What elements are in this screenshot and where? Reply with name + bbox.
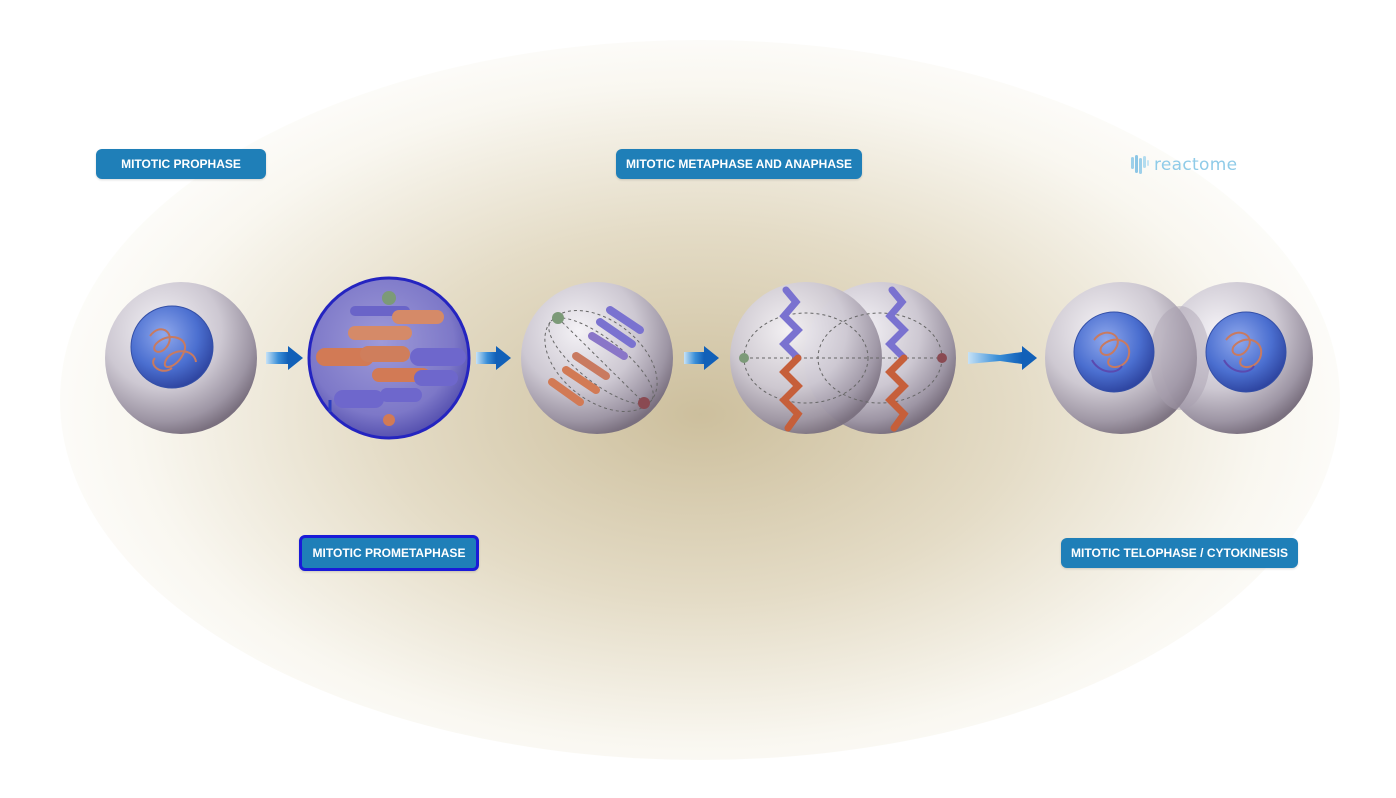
stage-label-prophase[interactable]: MITOTIC PROPHASE (96, 149, 266, 179)
stage-label-prometaphase[interactable]: MITOTIC PROMETAPHASE (299, 535, 479, 571)
prometaphase-cell (307, 276, 471, 440)
reactome-brand: reactome (1130, 152, 1237, 178)
arrow-prophase-to-prometaphase (266, 346, 303, 370)
reactome-wordmark: reactome (1154, 155, 1238, 175)
metaphase-cell (521, 282, 673, 434)
stage-label-telophase-cytokinesis[interactable]: MITOTIC TELOPHASE / CYTOKINESIS (1061, 538, 1298, 568)
reactome-logo-icon (1131, 155, 1149, 174)
telophase-cells (1045, 282, 1313, 434)
stage-label-metaphase-anaphase[interactable]: MITOTIC METAPHASE AND ANAPHASE (616, 149, 862, 179)
anaphase-cells (730, 282, 956, 434)
arrow-anaphase-to-telophase (968, 346, 1037, 370)
arrow-prometaphase-to-metaphase (476, 346, 511, 370)
prophase-cell (105, 282, 257, 434)
arrow-metaphase-to-anaphase (684, 346, 719, 370)
